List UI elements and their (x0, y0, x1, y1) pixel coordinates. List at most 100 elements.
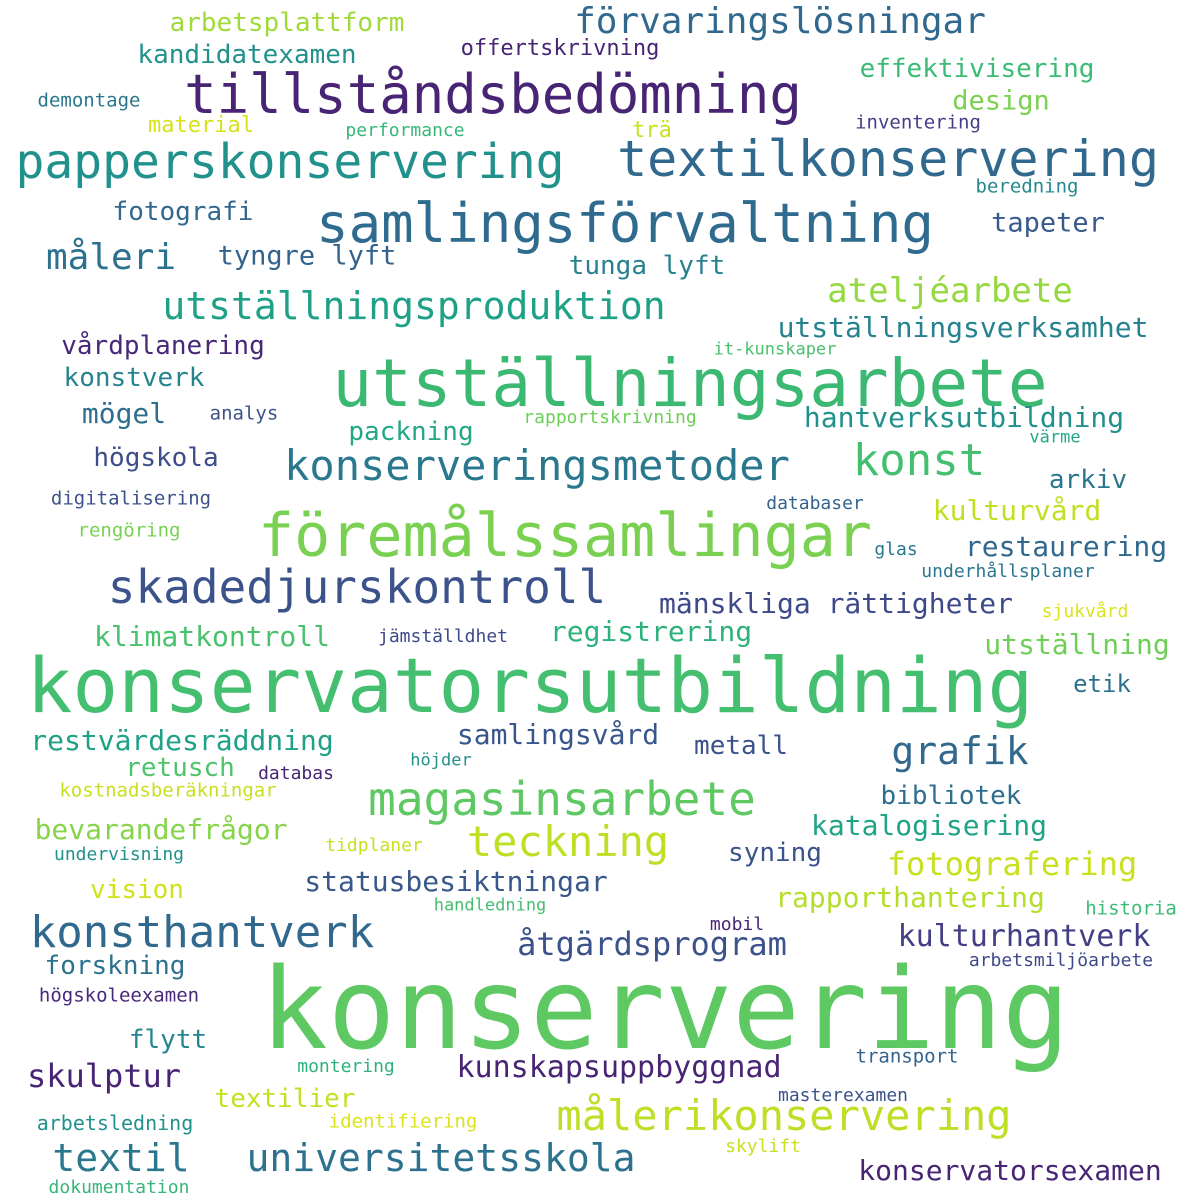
word-cloud-term: konserveringsmetoder (284, 441, 790, 490)
word-cloud-term: utställning (984, 628, 1170, 661)
word-cloud-term: papperskonservering (15, 134, 565, 190)
word-cloud-term: inventering (855, 111, 981, 134)
word-cloud-term: arbetsledning (36, 1111, 194, 1135)
word-cloud-term: klimatkontroll (93, 620, 331, 653)
word-cloud-term: underhållsplaner (921, 561, 1095, 582)
word-cloud-term: utställningsverksamhet (777, 311, 1149, 344)
word-cloud-term: textilier (214, 1084, 356, 1114)
word-cloud-term: retusch (125, 753, 235, 783)
word-cloud-term: mögel (81, 397, 167, 430)
word-cloud-term: samlingsförvaltning (316, 192, 934, 255)
word-cloud-term: magasinsarbete (368, 772, 756, 826)
word-cloud-term: identifiering (328, 1110, 478, 1133)
word-cloud-term: transport (855, 1045, 959, 1068)
word-cloud-term: värme (1029, 427, 1081, 448)
word-cloud-term: samlingsvård (456, 718, 660, 751)
word-cloud-term: tidplaner (325, 835, 423, 856)
word-cloud-term: textil (52, 1136, 190, 1180)
word-cloud-term: tapeter (991, 207, 1105, 239)
word-cloud-term: kandidatexamen (137, 40, 357, 70)
word-cloud-term: konsthantverk (29, 907, 375, 958)
word-cloud-term: digitalisering (50, 487, 212, 510)
word-cloud-term: statusbesiktningar (304, 865, 608, 898)
word-cloud-term: bibliotek (880, 781, 1022, 811)
word-cloud-term: etik (1073, 670, 1131, 698)
word-cloud-term: tyngre lyft (217, 240, 397, 272)
word-cloud-term: metall (694, 731, 788, 761)
word-cloud-term: vision (90, 875, 184, 905)
word-cloud-term: trä (632, 118, 672, 143)
word-cloud-term: syning (728, 838, 822, 868)
word-cloud-term: skulptur (26, 1057, 182, 1095)
word-cloud-term: åtgärdsprogram (517, 925, 787, 963)
word-cloud-term: design (952, 85, 1050, 117)
word-cloud-term: kunskapsuppbyggnad (456, 1050, 782, 1085)
word-cloud-term: föremålssamlingar (257, 501, 873, 571)
word-cloud-term: måleri (45, 237, 177, 278)
word-cloud-term: textilkonservering (617, 130, 1159, 188)
word-cloud-term: restaurering (964, 530, 1168, 563)
word-cloud-term: ateljéarbete (827, 271, 1073, 311)
word-cloud-term: it-kunskaper (713, 339, 837, 360)
word-cloud-term: flytt (128, 1025, 208, 1055)
word-cloud-term: dokumentation (48, 1177, 190, 1198)
word-cloud-term: utställningsproduktion (162, 284, 666, 328)
word-cloud-term: målerikonservering (556, 1091, 1012, 1140)
word-cloud-term: vårdplanering (61, 331, 265, 361)
word-cloud-term: bevarandefrågor (34, 813, 288, 846)
word-cloud-term: mänskliga rättigheter (658, 587, 1014, 620)
word-cloud-term: kulturvård (932, 494, 1102, 527)
word-cloud-term: utställningsarbete (332, 345, 1048, 422)
word-cloud-term: fotografering (886, 845, 1138, 883)
word-cloud-term: montering (297, 1056, 395, 1077)
word-cloud-term: masterexamen (777, 1085, 909, 1106)
word-cloud-term: skylift (725, 1136, 801, 1157)
word-cloud-term: databaser (766, 493, 864, 514)
word-cloud-term: kulturhantverk (897, 919, 1151, 954)
word-cloud-term: skadedjurskontroll (107, 560, 607, 614)
word-cloud-term: höjder (410, 750, 472, 771)
word-cloud-term: rengöring (77, 519, 181, 542)
word-cloud-term: högskoleexamen (38, 984, 200, 1007)
word-cloud-term: registrering (549, 615, 753, 648)
word-cloud-term: katalogisering (810, 809, 1048, 842)
word-cloud-term: konstverk (63, 363, 205, 393)
word-cloud-term: förvaringslösningar (574, 1, 986, 42)
word-cloud-term: mobil (709, 914, 765, 935)
word-cloud-term: arkiv (1048, 465, 1128, 495)
word-cloud-term: arbetsmiljöarbete (968, 950, 1154, 971)
word-cloud-term: databas (258, 763, 334, 784)
word-cloud-term: handledning (433, 895, 547, 916)
word-cloud-term: arbetsplattform (169, 8, 405, 38)
word-cloud-term: konservatorsutbildning (26, 641, 1034, 730)
word-cloud-term: hantverksutbildning (803, 401, 1125, 434)
word-cloud-term: konservering (260, 945, 1070, 1075)
word-cloud-term: undervisning (53, 844, 185, 865)
word-cloud-term: material (148, 113, 254, 138)
word-cloud-term: sjukvård (1041, 601, 1129, 622)
word-cloud-term: offertskrivning (460, 36, 660, 61)
word-cloud-term: grafik (891, 729, 1029, 773)
word-cloud-term: forskning (44, 951, 186, 981)
word-cloud-term: universitetsskola (246, 1136, 636, 1180)
word-cloud-term: rapporthantering (775, 881, 1045, 914)
word-cloud-term: analys (209, 402, 279, 425)
word-cloud-term: beredning (975, 175, 1079, 198)
word-cloud-term: rapportskrivning (523, 407, 697, 428)
word-cloud-term: högskola (93, 443, 219, 473)
word-cloud-term: packning (348, 417, 474, 447)
word-cloud-term: teckning (466, 817, 670, 866)
word-cloud-term: effektivisering (859, 54, 1095, 84)
word-cloud-term: restvärdesräddning (30, 724, 334, 757)
word-cloud-term: tunga lyft (568, 251, 726, 281)
word-cloud-term: fotografi (112, 197, 254, 227)
word-cloud-term: glas (874, 539, 918, 560)
word-cloud-term: kostnadsberäkningar (59, 779, 277, 802)
word-cloud-term: konservatorsexamen (858, 1154, 1162, 1187)
word-cloud-term: jämställdhet (377, 626, 509, 647)
word-cloud-term: tillståndsbedömning (184, 63, 802, 126)
word-cloud-term: konst (852, 435, 986, 486)
word-cloud-term: performance (345, 120, 465, 141)
word-cloud-term: demontage (37, 89, 141, 112)
